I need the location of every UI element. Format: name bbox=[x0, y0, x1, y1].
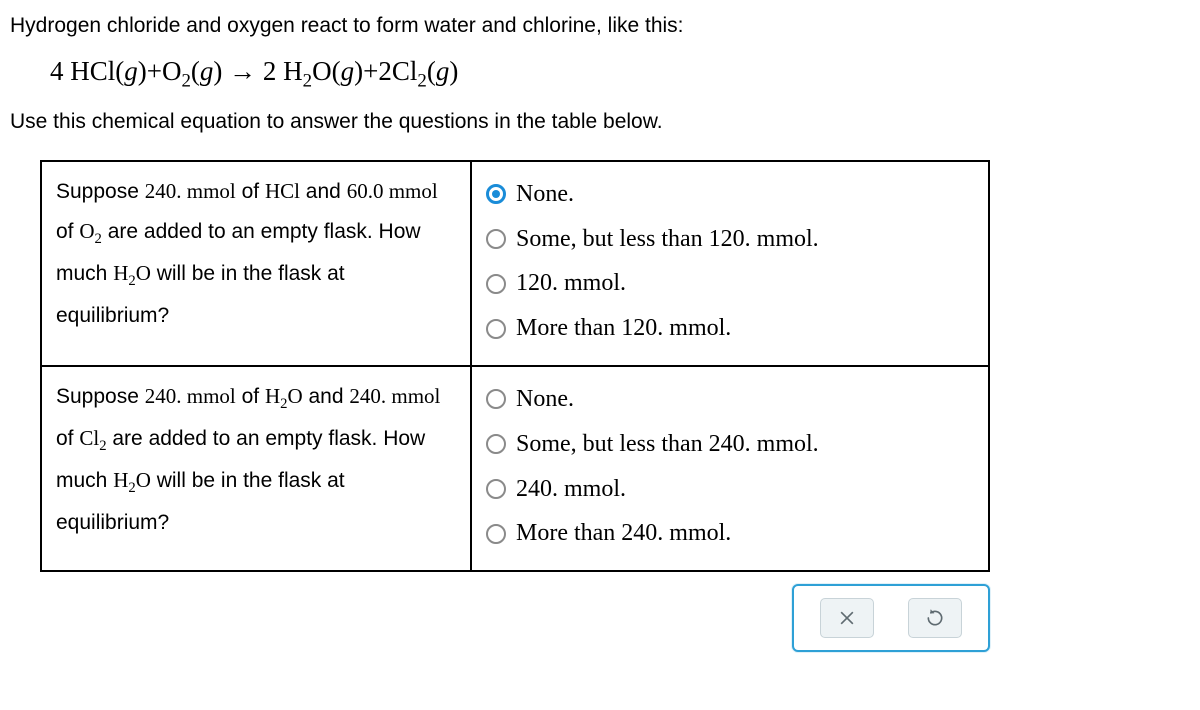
radio-icon[interactable] bbox=[486, 479, 506, 499]
radio-icon[interactable] bbox=[486, 229, 506, 249]
close-button[interactable] bbox=[820, 598, 874, 638]
radio-icon[interactable] bbox=[486, 274, 506, 294]
option-row[interactable]: 240. mmol. bbox=[486, 467, 974, 512]
option-row[interactable]: More than 120. mmol. bbox=[486, 306, 974, 351]
answer-cell: None.Some, but less than 240. mmol.240. … bbox=[471, 366, 989, 571]
option-label: None. bbox=[516, 174, 574, 215]
radio-icon[interactable] bbox=[486, 389, 506, 409]
intro-text: Hydrogen chloride and oxygen react to fo… bbox=[10, 10, 1190, 42]
question-cell: Suppose 240. mmol of H2O and 240. mmol o… bbox=[41, 366, 471, 571]
option-row[interactable]: 120. mmol. bbox=[486, 261, 974, 306]
question-cell: Suppose 240. mmol of HCl and 60.0 mmol o… bbox=[41, 161, 471, 366]
reset-button[interactable] bbox=[908, 598, 962, 638]
chemical-equation: 4 HCl(g)+O2(g) → 2 H2O(g)+2Cl2(g) bbox=[50, 56, 1190, 92]
instruction-text: Use this chemical equation to answer the… bbox=[10, 110, 1190, 134]
option-label: 240. mmol. bbox=[516, 469, 626, 510]
option-label: Some, but less than 120. mmol. bbox=[516, 219, 819, 260]
radio-icon[interactable] bbox=[486, 319, 506, 339]
option-label: 120. mmol. bbox=[516, 263, 626, 304]
option-row[interactable]: More than 240. mmol. bbox=[486, 511, 974, 556]
button-panel bbox=[792, 584, 990, 652]
question-table: Suppose 240. mmol of HCl and 60.0 mmol o… bbox=[40, 160, 990, 572]
option-row[interactable]: None. bbox=[486, 172, 974, 217]
radio-icon[interactable] bbox=[486, 434, 506, 454]
reset-icon bbox=[925, 608, 945, 628]
answer-cell: None.Some, but less than 120. mmol.120. … bbox=[471, 161, 989, 366]
x-icon bbox=[837, 608, 857, 628]
table-row: Suppose 240. mmol of HCl and 60.0 mmol o… bbox=[41, 161, 989, 366]
radio-icon[interactable] bbox=[486, 524, 506, 544]
option-label: More than 120. mmol. bbox=[516, 308, 731, 349]
table-row: Suppose 240. mmol of H2O and 240. mmol o… bbox=[41, 366, 989, 571]
option-row[interactable]: Some, but less than 240. mmol. bbox=[486, 422, 974, 467]
option-row[interactable]: None. bbox=[486, 377, 974, 422]
radio-icon[interactable] bbox=[486, 184, 506, 204]
option-label: Some, but less than 240. mmol. bbox=[516, 424, 819, 465]
button-row bbox=[40, 584, 990, 652]
option-row[interactable]: Some, but less than 120. mmol. bbox=[486, 217, 974, 262]
option-label: More than 240. mmol. bbox=[516, 513, 731, 554]
option-label: None. bbox=[516, 379, 574, 420]
